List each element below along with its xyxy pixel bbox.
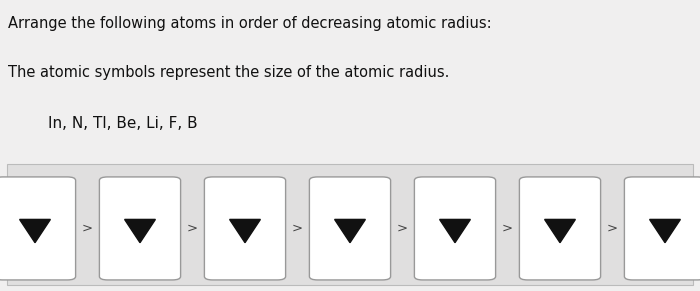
Text: In, N, Tl, Be, Li, F, B: In, N, Tl, Be, Li, F, B xyxy=(48,116,197,132)
Text: >: > xyxy=(397,222,408,235)
Polygon shape xyxy=(440,219,470,243)
FancyBboxPatch shape xyxy=(624,177,700,280)
Text: The atomic symbols represent the size of the atomic radius.: The atomic symbols represent the size of… xyxy=(8,65,450,81)
Polygon shape xyxy=(650,219,680,243)
FancyBboxPatch shape xyxy=(0,177,76,280)
FancyBboxPatch shape xyxy=(519,177,601,280)
Polygon shape xyxy=(20,219,50,243)
Polygon shape xyxy=(545,219,575,243)
Bar xyxy=(0,0,700,159)
Polygon shape xyxy=(125,219,155,243)
FancyBboxPatch shape xyxy=(204,177,286,280)
Text: >: > xyxy=(82,222,93,235)
Text: >: > xyxy=(502,222,513,235)
Bar xyxy=(7,164,693,285)
FancyBboxPatch shape xyxy=(309,177,391,280)
Text: >: > xyxy=(607,222,618,235)
Text: Arrange the following atoms in order of decreasing atomic radius:: Arrange the following atoms in order of … xyxy=(8,16,492,31)
Text: >: > xyxy=(292,222,303,235)
Text: >: > xyxy=(187,222,198,235)
Polygon shape xyxy=(335,219,365,243)
FancyBboxPatch shape xyxy=(414,177,496,280)
FancyBboxPatch shape xyxy=(99,177,181,280)
Polygon shape xyxy=(230,219,260,243)
